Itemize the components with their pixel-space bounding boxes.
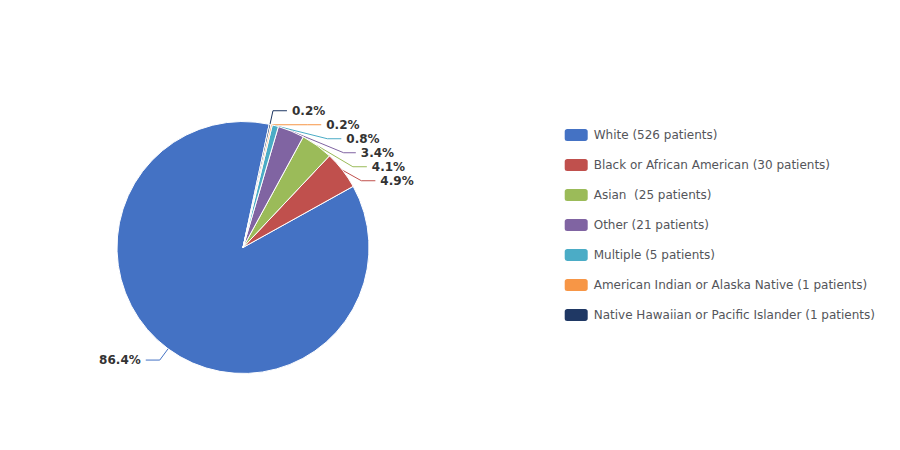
svg-text:0.2%: 0.2% xyxy=(292,104,325,118)
svg-text:American Indian or Alaska Nati: American Indian or Alaska Native (1 pati… xyxy=(594,278,867,292)
svg-text:Black or African American (30: Black or African American (30 patients) xyxy=(594,158,830,172)
svg-text:4.1%: 4.1% xyxy=(372,160,405,174)
svg-text:Multiple (5 patients): Multiple (5 patients) xyxy=(594,248,715,262)
svg-text:Other (21 patients): Other (21 patients) xyxy=(594,218,709,232)
svg-text:4.9%: 4.9% xyxy=(380,174,413,188)
svg-text:0.8%: 0.8% xyxy=(346,132,379,146)
svg-text:Asian (25 patients): Asian (25 patients) xyxy=(594,188,712,202)
svg-text:0.2%: 0.2% xyxy=(326,118,359,132)
svg-text:Native Hawaiian or Pacific Isl: Native Hawaiian or Pacific Islander (1 p… xyxy=(594,308,875,322)
svg-text:3.4%: 3.4% xyxy=(361,146,394,160)
svg-text:White (526 patients): White (526 patients) xyxy=(594,128,718,142)
svg-text:86.4%: 86.4% xyxy=(99,353,141,367)
